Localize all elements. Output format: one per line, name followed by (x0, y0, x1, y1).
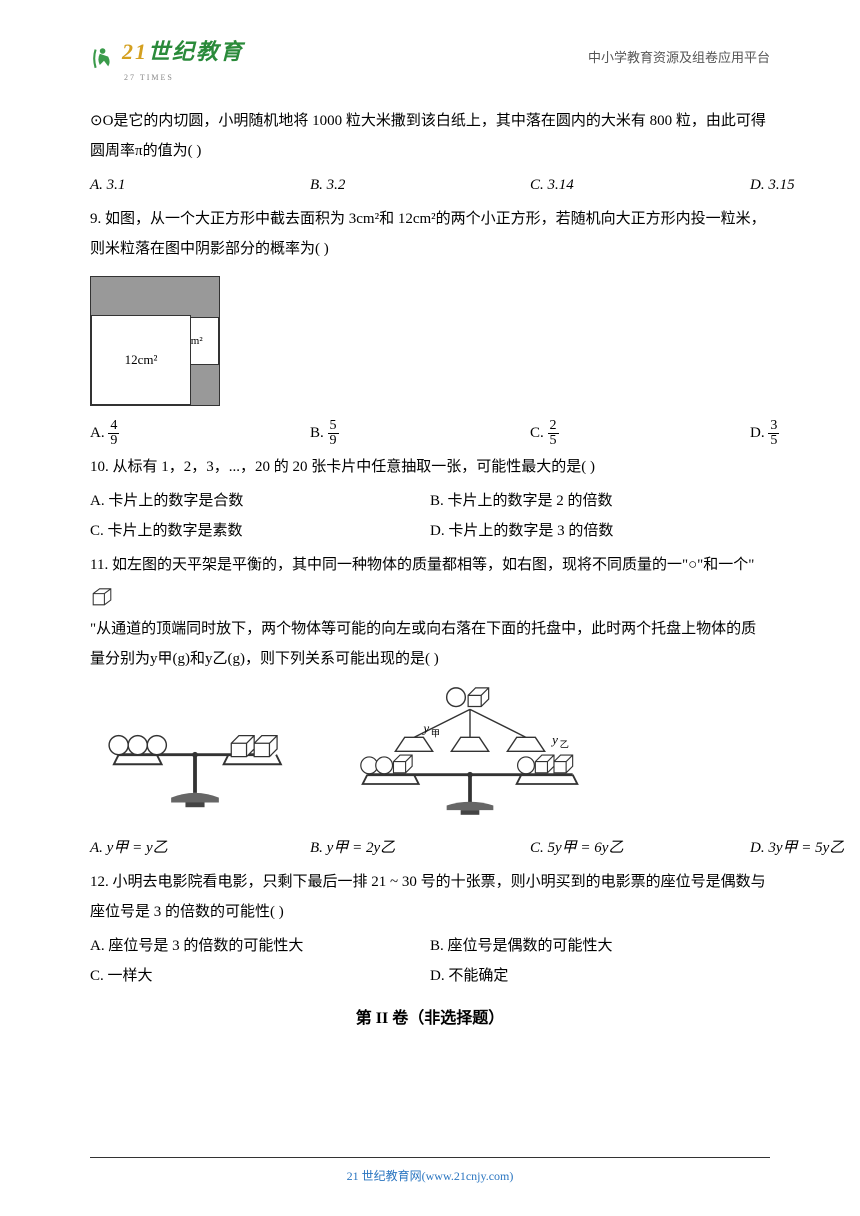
q12-text: 12. 小明去电影院看电影，只剩下最后一排 21 ~ 30 号的十张票，则小明买… (90, 867, 770, 927)
q10-options-row2: C. 卡片上的数字是素数 D. 卡片上的数字是 3 的倍数 (90, 516, 770, 546)
q11-options: A. y甲 = y乙 B. y甲 = 2y乙 C. 5y甲 = 6y乙 D. 3… (90, 833, 770, 863)
q9-opt-d: D. 35 (750, 418, 860, 448)
footer: 21 世纪教育网(www.21cnjy.com) (90, 1157, 770, 1188)
q11-opt-b: B. y甲 = 2y乙 (310, 833, 510, 863)
logo-prefix: 21 (122, 39, 148, 64)
svg-text:y: y (421, 721, 429, 736)
q10-opt-b: B. 卡片上的数字是 2 的倍数 (430, 486, 770, 516)
q12-opt-d: D. 不能确定 (430, 961, 770, 991)
q8-opt-b: B. 3.2 (310, 170, 510, 200)
q12-opt-c: C. 一样大 (90, 961, 430, 991)
balance-right: y甲 y乙 (330, 686, 610, 821)
q9-options: A. 49 B. 59 C. 25 D. 35 (90, 418, 770, 448)
footer-text: 21 世纪教育网(www.21cnjy.com) (347, 1169, 514, 1183)
svg-text:甲: 甲 (431, 728, 440, 739)
q11-opt-a: A. y甲 = y乙 (90, 833, 290, 863)
q9-big-label: 12cm² (91, 315, 191, 405)
q11-figure: y甲 y乙 (90, 686, 770, 821)
logo-area: 21世纪教育 27 TIMES (90, 30, 244, 86)
q10-options-row1: A. 卡片上的数字是合数 B. 卡片上的数字是 2 的倍数 (90, 486, 770, 516)
q12-opt-a: A. 座位号是 3 的倍数的可能性大 (90, 931, 430, 961)
q8-opt-c: C. 3.14 (530, 170, 730, 200)
svg-text:乙: 乙 (560, 740, 569, 751)
q8-opt-a: A. 3.1 (90, 170, 290, 200)
q8-opt-d: D. 3.15 (750, 170, 860, 200)
q9-text: 9. 如图，从一个大正方形中截去面积为 3cm²和 12cm²的两个小正方形，若… (90, 204, 770, 264)
q11-opt-c: C. 5y甲 = 6y乙 (530, 833, 730, 863)
q9-opt-a: A. 49 (90, 418, 290, 448)
logo-main: 世纪教育 (148, 39, 244, 64)
balance-left (90, 707, 300, 822)
q12-options-row2: C. 一样大 D. 不能确定 (90, 961, 770, 991)
header: 21世纪教育 27 TIMES 中小学教育资源及组卷应用平台 (90, 30, 770, 86)
q10-opt-c: C. 卡片上的数字是素数 (90, 516, 430, 546)
q8-options: A. 3.1 B. 3.2 C. 3.14 D. 3.15 (90, 170, 770, 200)
q11-text-part2: "从通道的顶端同时放下，两个物体等可能的向左或向右落在下面的托盘中，此时两个托盘… (90, 614, 770, 674)
q9-figure: 3cm² 12cm² (90, 276, 770, 406)
q12-opt-b: B. 座位号是偶数的可能性大 (430, 931, 770, 961)
logo-icon (90, 44, 118, 72)
section-2-title: 第 II 卷（非选择题） (90, 1003, 770, 1035)
svg-text:y: y (550, 732, 558, 747)
q10-opt-d: D. 卡片上的数字是 3 的倍数 (430, 516, 770, 546)
cube-icon (90, 585, 114, 607)
q10-opt-a: A. 卡片上的数字是合数 (90, 486, 430, 516)
q12-options-row1: A. 座位号是 3 的倍数的可能性大 B. 座位号是偶数的可能性大 (90, 931, 770, 961)
q9-opt-b: B. 59 (310, 418, 510, 448)
content-area: ⊙O是它的内切圆，小明随机地将 1000 粒大米撒到该白纸上，其中落在圆内的大米… (90, 106, 770, 1035)
q10-text: 10. 从标有 1，2，3，...，20 的 20 张卡片中任意抽取一张，可能性… (90, 452, 770, 482)
q8-continuation: ⊙O是它的内切圆，小明随机地将 1000 粒大米撒到该白纸上，其中落在圆内的大米… (90, 106, 770, 166)
header-right-text: 中小学教育资源及组卷应用平台 (588, 45, 770, 71)
q11-text-part1: 11. 如左图的天平架是平衡的，其中同一种物体的质量都相等，如右图，现将不同质量… (90, 550, 770, 610)
q9-opt-c: C. 25 (530, 418, 730, 448)
q11-opt-d: D. 3y甲 = 5y乙 (750, 833, 860, 863)
